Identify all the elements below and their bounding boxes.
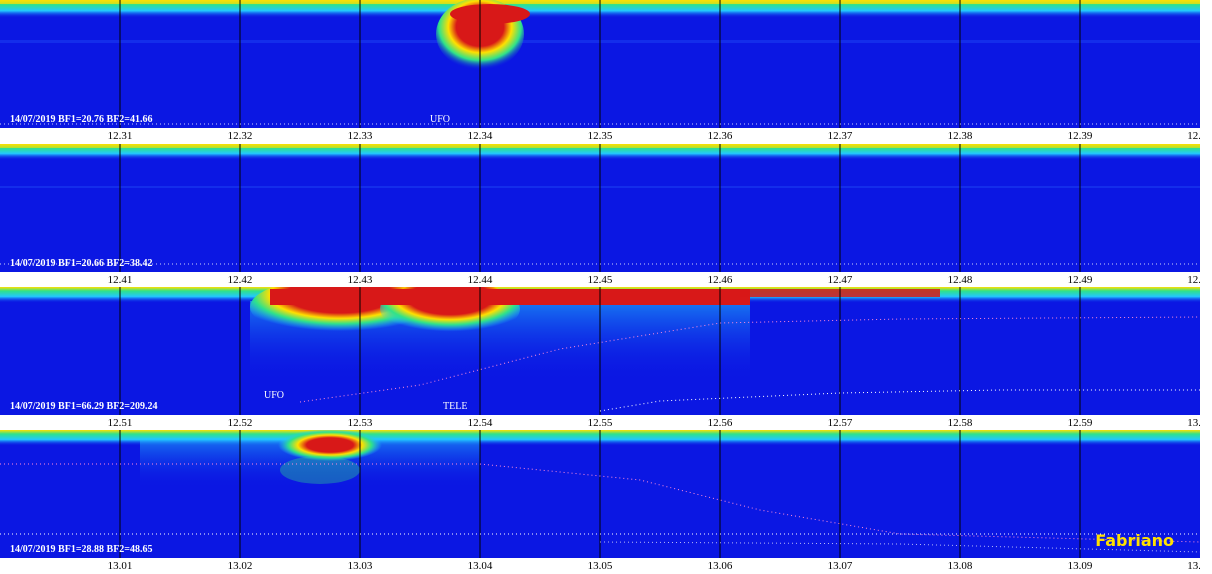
tick-label: 12.55 [587,417,613,429]
tele-annotation: TELE [443,401,468,412]
tick-label: 13.09 [1067,560,1093,572]
tick-label: 12.32 [227,130,253,142]
tick-label: 12.51 [107,417,133,429]
ufo-annotation: UFO [264,390,285,401]
spectrogram-4-canvas [0,430,1200,558]
tick-label: 12.38 [947,130,973,142]
tick-label: 12.44 [467,274,493,286]
spectrogram-panel-2: 14/07/2019 BF1=20.66 BF2=38.42 [0,144,1200,272]
tick-label: 12.57 [827,417,853,429]
tick-label: 12.37 [827,130,853,142]
tick-label: 13.08 [947,560,973,572]
tick-label: 12.59 [1067,417,1093,429]
spectrogram-panel-3: UFO TELE 14/07/2019 BF1=66.29 BF2=209.24 [0,287,1200,415]
ufo-annotation: UFO [430,114,451,125]
tick-label: 12.39 [1067,130,1093,142]
spectrogram-panel-4: 14/07/2019 BF1=28.88 BF2=48.65 Fabriano [0,430,1200,558]
tick-label: 13.05 [587,560,613,572]
tick-label: 12.56 [707,417,733,429]
time-axis-1: 12.31 12.32 12.33 12.34 12.35 12.36 12.3… [0,130,1212,144]
panel-4-caption: 14/07/2019 BF1=28.88 BF2=48.65 [10,544,153,555]
tick-label: 12.45 [587,274,613,286]
tick-label: 12.35 [587,130,613,142]
right-margin [1200,0,1212,572]
tick-label: 13.06 [707,560,733,572]
tick-label: 12.43 [347,274,373,286]
tick-label: 13.01 [107,560,133,572]
panel-3-caption: 14/07/2019 BF1=66.29 BF2=209.24 [10,401,158,412]
tick-label: 13.04 [467,560,493,572]
tick-label: 12.36 [707,130,733,142]
spectrogram-3-canvas [0,287,1200,415]
tick-label: 12.49 [1067,274,1093,286]
station-label: Fabriano [1095,531,1174,550]
tick-label: 13.02 [227,560,253,572]
tick-label: 12.47 [827,274,853,286]
tick-label: 12.58 [947,417,973,429]
tick-label: 12.34 [467,130,493,142]
spectrogram-panel-1: UFO 14/07/2019 BF1=20.76 BF2=41.66 [0,0,1200,128]
tick-label: 12.33 [347,130,373,142]
tick-label: 12.42 [227,274,253,286]
time-axis-2: 12.41 12.42 12.43 12.44 12.45 12.46 12.4… [0,274,1212,288]
spectrogram-1-canvas [0,0,1200,128]
tick-label: 13.03 [347,560,373,572]
time-axis-3: 12.51 12.52 12.53 12.54 12.55 12.56 12.5… [0,417,1212,431]
tick-label: 12.54 [467,417,493,429]
panel-1-caption: 14/07/2019 BF1=20.76 BF2=41.66 [10,114,153,125]
spectrogram-2-canvas [0,144,1200,272]
tick-label: 12.31 [107,130,133,142]
tick-label: 12.52 [227,417,253,429]
tick-label: 12.48 [947,274,973,286]
tick-label: 12.53 [347,417,373,429]
time-axis-4: 13.01 13.02 13.03 13.04 13.05 13.06 13.0… [0,560,1212,574]
tick-label: 13.07 [827,560,853,572]
tick-label: 12.46 [707,274,733,286]
panel-2-caption: 14/07/2019 BF1=20.66 BF2=38.42 [10,258,153,269]
tick-label: 12.41 [107,274,133,286]
grid-lines [119,0,1081,128]
